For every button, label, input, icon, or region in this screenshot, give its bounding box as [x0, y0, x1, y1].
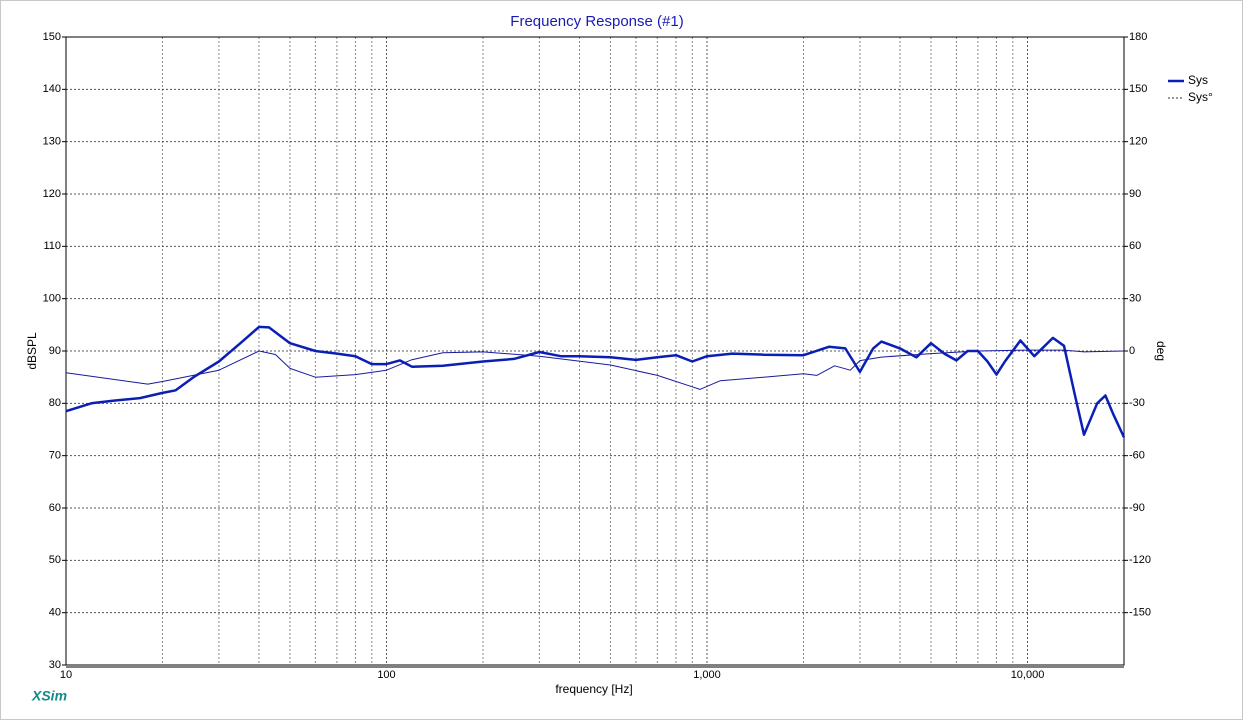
y-axis-label: dBSPL — [25, 332, 39, 370]
y2-tick-label: 90 — [1129, 188, 1141, 200]
x-tick-label: 10,000 — [1011, 669, 1045, 681]
y2-tick-label: 150 — [1129, 83, 1147, 95]
x-tick-label: 1,000 — [693, 669, 721, 681]
series-line — [65, 325, 1126, 438]
y2-tick-label: 120 — [1129, 136, 1147, 148]
y-tick-label: 110 — [43, 240, 61, 252]
y2-axis-label: deg — [1154, 341, 1168, 361]
x-tick-label: 100 — [377, 669, 395, 681]
series-line — [65, 349, 1125, 390]
x-tick-label: 10 — [60, 669, 72, 681]
y-tick-label: 40 — [49, 607, 61, 619]
legend-label: Sys° — [1188, 90, 1213, 104]
y-tick-label: 60 — [49, 502, 61, 514]
y2-tick-label: -120 — [1129, 554, 1151, 566]
x-axis-label: frequency [Hz] — [555, 682, 632, 696]
y2-tick-label: 60 — [1129, 240, 1141, 252]
y2-tick-label: -60 — [1129, 450, 1145, 462]
y-tick-label: 120 — [43, 188, 61, 200]
y-tick-label: 50 — [49, 554, 61, 566]
y-tick-label: 140 — [43, 83, 61, 95]
y2-tick-label: 0 — [1129, 345, 1135, 357]
y-tick-label: 130 — [43, 136, 61, 148]
y2-tick-label: -30 — [1129, 397, 1145, 409]
y2-tick-label: 30 — [1129, 293, 1141, 305]
y2-tick-label: -150 — [1129, 607, 1151, 619]
legend-label: Sys — [1188, 73, 1208, 87]
y2-tick-label: 180 — [1129, 31, 1147, 43]
y-tick-label: 30 — [49, 659, 61, 671]
y2-tick-label: -90 — [1129, 502, 1145, 514]
y-tick-label: 90 — [49, 345, 61, 357]
y-tick-label: 100 — [43, 293, 61, 305]
chart-title: Frequency Response (#1) — [510, 13, 683, 30]
y-tick-label: 70 — [49, 450, 61, 462]
y-tick-label: 80 — [49, 397, 61, 409]
y-tick-label: 150 — [43, 31, 61, 43]
watermark: XSim — [31, 688, 67, 704]
